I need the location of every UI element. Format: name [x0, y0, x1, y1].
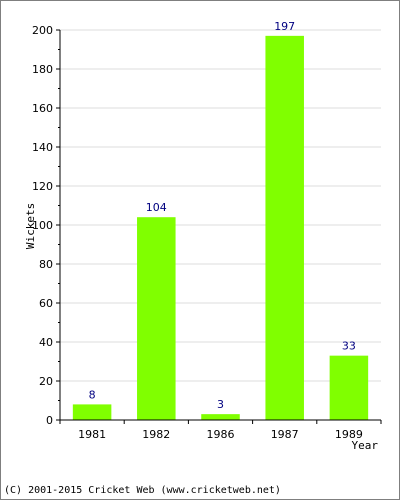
- value-label-1989: 33: [342, 340, 356, 353]
- x-tick-label: 1987: [271, 428, 299, 441]
- x-axis-title: Year: [352, 439, 379, 452]
- y-tick-label: 140: [32, 141, 53, 154]
- value-labels: 8 104 3 197 33: [89, 20, 356, 411]
- gridlines: [60, 29, 381, 382]
- x-tick-label: 1981: [78, 428, 106, 441]
- y-tick-label: 80: [39, 258, 53, 271]
- copyright-notice: (C) 2001-2015 Cricket Web (www.cricketwe…: [4, 485, 281, 496]
- x-tick-label: 1982: [142, 428, 170, 441]
- y-axis-title: Wickets: [24, 203, 37, 249]
- x-tick-label: 1986: [207, 428, 235, 441]
- value-label-1987: 197: [274, 20, 295, 33]
- bar-1987: [265, 35, 304, 420]
- bars: [72, 35, 369, 420]
- y-tick-label: 0: [46, 414, 53, 427]
- bar-1986: [201, 414, 240, 420]
- y-tick-label: 200: [32, 24, 53, 37]
- x-tick-label: 1989: [335, 428, 363, 441]
- y-tick-label: 60: [39, 297, 53, 310]
- y-tick-label: 20: [39, 375, 53, 388]
- bar-1989: [329, 355, 369, 420]
- axes: 0 20 40 60 80 100 120 140 160 180 200 1981 1982 1986 1…: [32, 24, 382, 441]
- value-label-1981: 8: [89, 388, 96, 401]
- y-tick-label: 120: [32, 180, 53, 193]
- y-tick-label: 100: [32, 219, 53, 232]
- value-label-1986: 3: [217, 398, 224, 411]
- bar-1982: [137, 217, 176, 420]
- y-tick-label: 160: [32, 102, 53, 115]
- y-tick-label: 40: [39, 336, 53, 349]
- bar-1981: [72, 404, 112, 420]
- value-label-1982: 104: [146, 201, 167, 214]
- y-tick-label: 180: [32, 63, 53, 76]
